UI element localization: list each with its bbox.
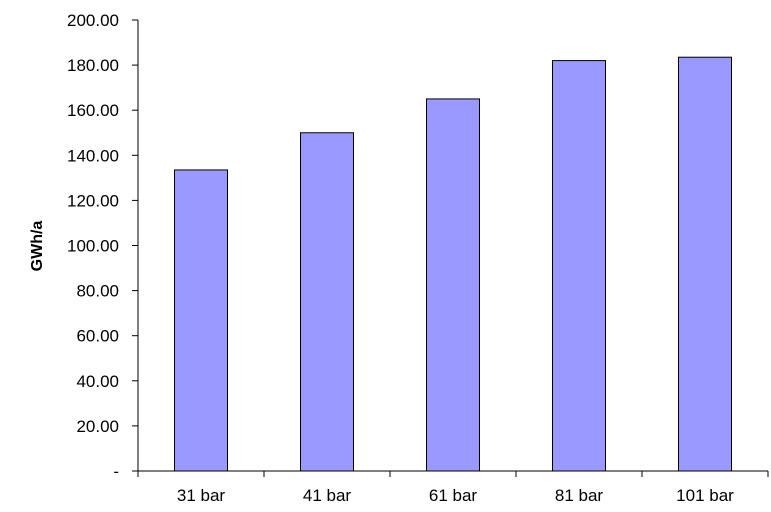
y-tick-label: 140.00 (67, 146, 119, 165)
y-tick-label: 60.00 (76, 327, 119, 346)
bar-81-bar (552, 60, 606, 472)
x-tick-label: 41 bar (303, 486, 352, 505)
bar-61-bar (426, 98, 480, 472)
bars (174, 56, 732, 472)
y-tick-label: 180.00 (67, 56, 119, 75)
bar-41-bar (300, 132, 354, 472)
y-tick-label: 80.00 (76, 282, 119, 301)
y-tick-labels: - 20.00 40.00 60.00 80.00 100.00 120.00 140.00 1… (67, 11, 119, 481)
y-axis-title: GWh/a (29, 221, 46, 272)
x-tick-label: 31 bar (177, 486, 226, 505)
y-tick-label: 20.00 (76, 417, 119, 436)
bar-101-bar (678, 56, 732, 472)
y-tick-label: 200.00 (67, 11, 119, 30)
y-tick-label: 120.00 (67, 191, 119, 210)
y-tick-label: - (113, 462, 119, 481)
x-axis (137, 470, 769, 477)
y-tick-label: 40.00 (76, 372, 119, 391)
y-tick-label: 160.00 (67, 101, 119, 120)
x-tick-label: 61 bar (429, 486, 478, 505)
x-tick-label: 101 bar (676, 486, 734, 505)
y-tick-label: 100.00 (67, 237, 119, 256)
x-tick-label: 81 bar (555, 486, 604, 505)
x-tick-labels: 31 bar 41 bar 61 bar 81 bar 101 bar (177, 486, 734, 505)
y-axis (132, 19, 139, 472)
bar-31-bar (174, 169, 228, 472)
